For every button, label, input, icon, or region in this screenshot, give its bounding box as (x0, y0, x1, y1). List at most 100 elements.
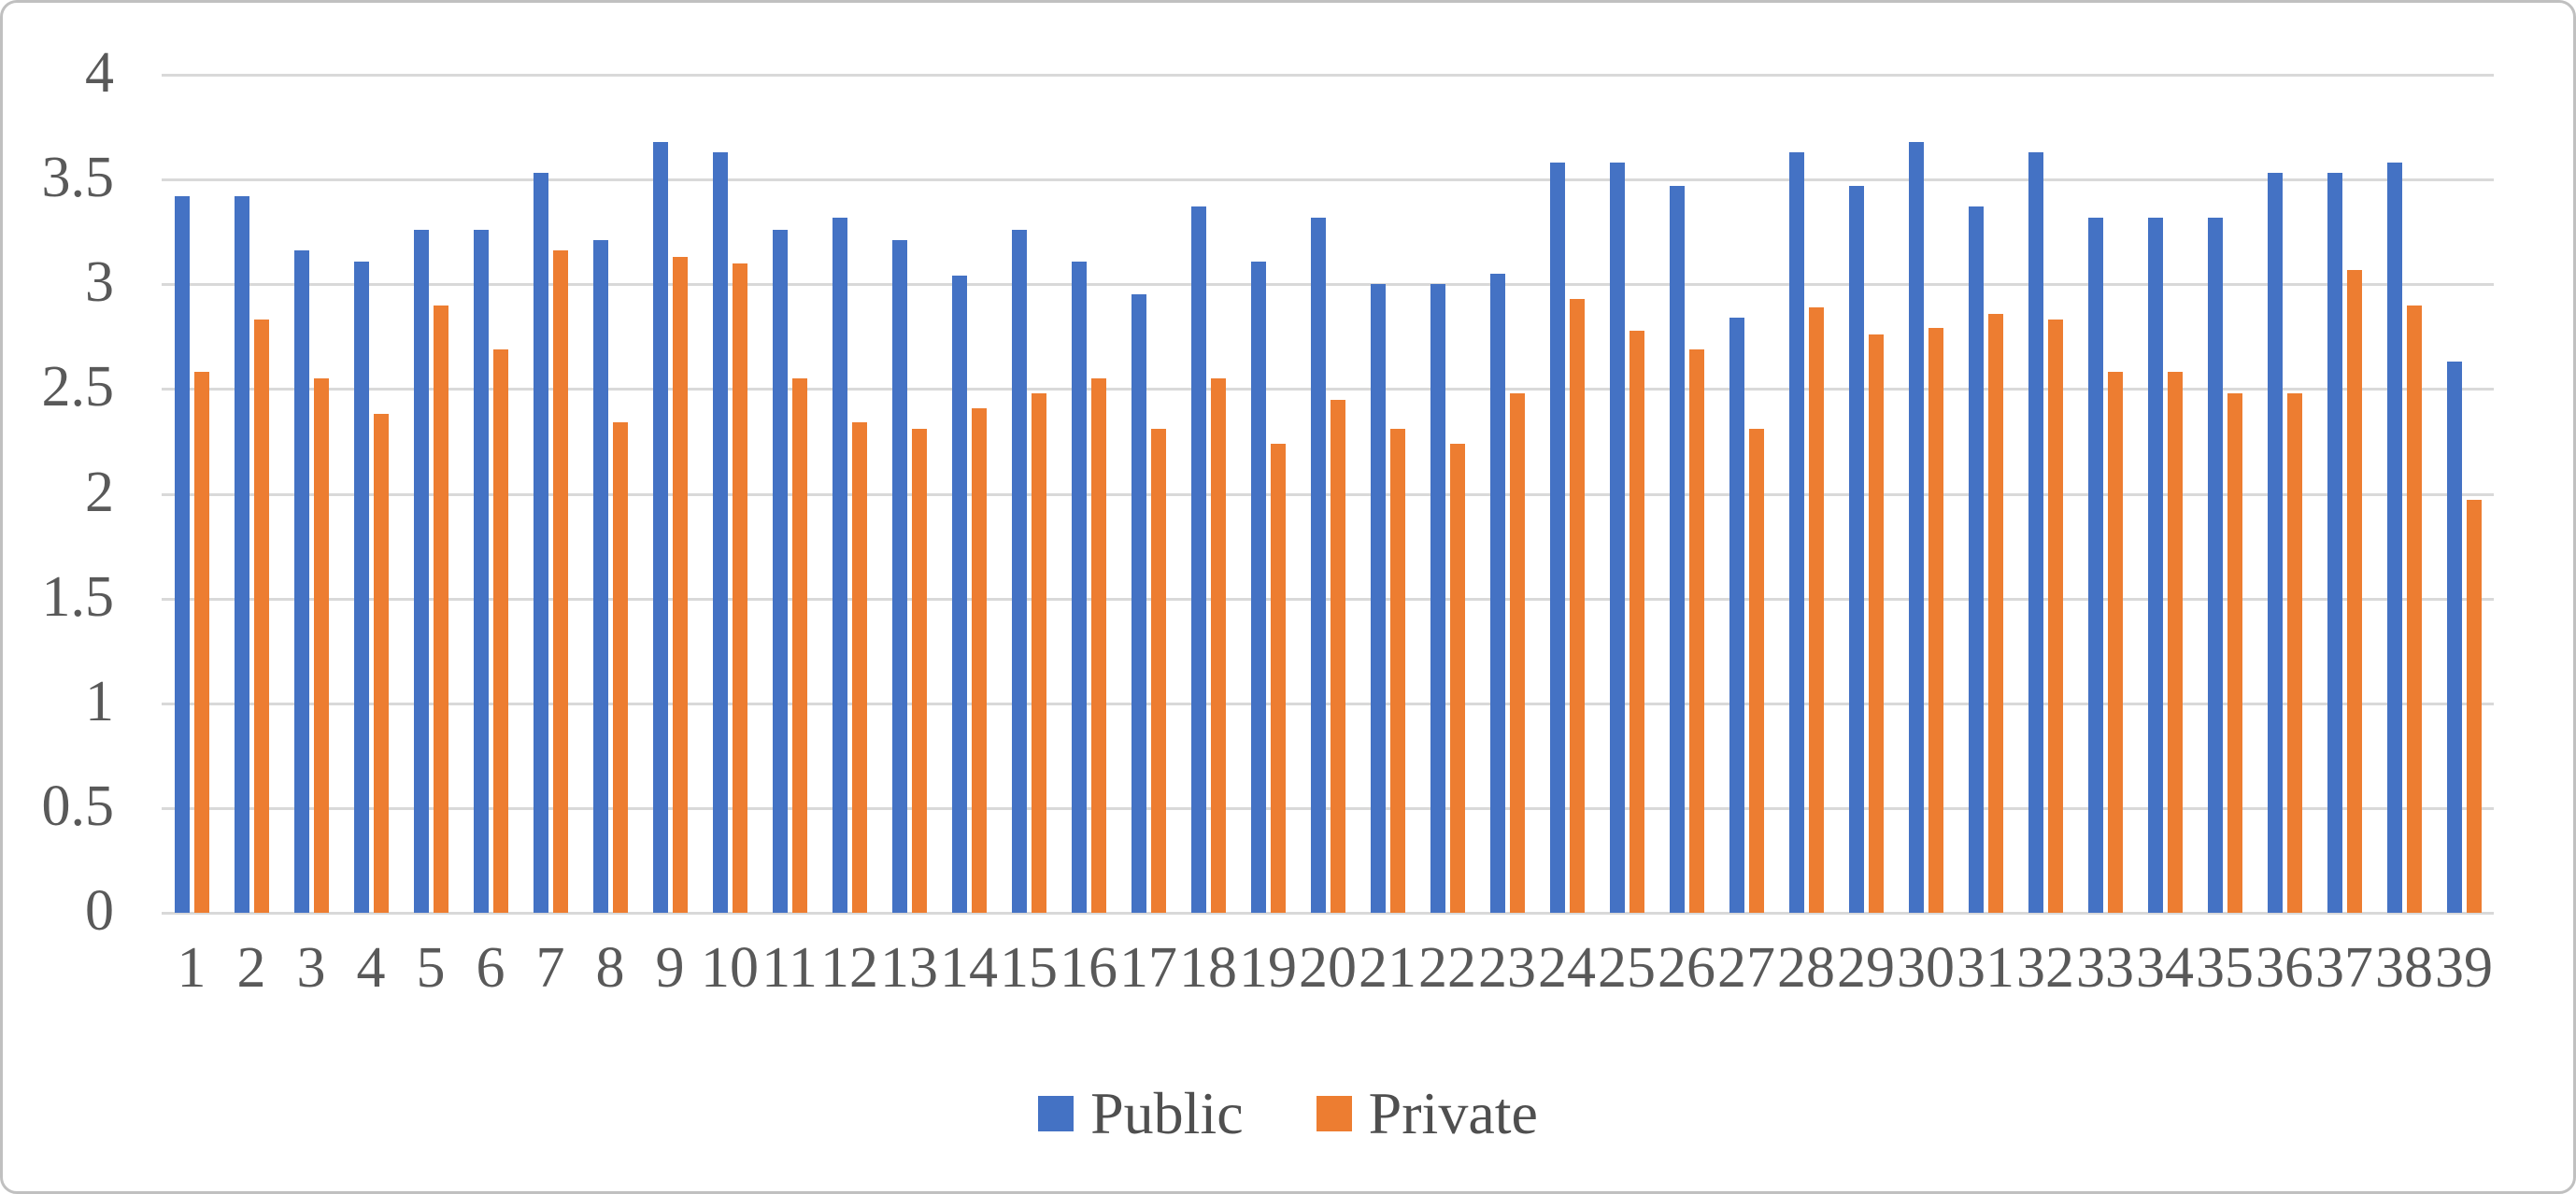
legend-swatch-private (1316, 1096, 1352, 1131)
bar-group-8 (580, 75, 640, 913)
x-tick-label: 29 (1837, 936, 1895, 1000)
bar-group-18 (1178, 75, 1238, 913)
gridline (162, 74, 2494, 77)
x-tick-label: 28 (1777, 936, 1835, 1000)
bar-private-12 (851, 422, 867, 913)
plot-area (162, 74, 2494, 915)
bar-private-26 (1688, 348, 1704, 913)
y-tick-label: 3 (85, 250, 114, 315)
bar-group-25 (1597, 75, 1657, 913)
gridline (162, 492, 2494, 496)
x-tick-label: 26 (1658, 936, 1715, 1000)
bar-group-23 (1477, 75, 1537, 913)
bar-public-1 (174, 196, 190, 913)
x-tick-label: 18 (1179, 936, 1237, 1000)
bar-public-29 (1848, 185, 1864, 913)
bar-public-8 (592, 240, 608, 913)
y-tick-label: 2 (85, 460, 114, 524)
bar-private-3 (313, 378, 329, 913)
bar-group-26 (1657, 75, 1716, 913)
x-tick-label: 25 (1598, 936, 1656, 1000)
bar-private-1 (193, 372, 209, 913)
bar-public-10 (712, 151, 728, 913)
bar-public-14 (951, 276, 967, 913)
bar-public-39 (2446, 362, 2462, 913)
bar-group-5 (401, 75, 461, 913)
bar-private-38 (2406, 305, 2422, 913)
bar-public-5 (413, 229, 429, 913)
bar-group-36 (2255, 75, 2314, 913)
x-tick-label: 7 (535, 936, 565, 1000)
y-tick-label: 4 (85, 41, 114, 106)
bar-group-33 (2075, 75, 2135, 913)
bar-private-23 (1509, 392, 1525, 913)
bar-group-10 (700, 75, 760, 913)
x-tick-label: 19 (1239, 936, 1297, 1000)
bar-public-12 (832, 217, 847, 913)
x-tick-label: 9 (655, 936, 685, 1000)
bar-public-30 (1908, 141, 1924, 913)
bar-public-38 (2386, 163, 2402, 913)
x-tick-label: 4 (356, 936, 386, 1000)
bar-public-32 (2028, 151, 2043, 913)
bar-group-1 (162, 75, 221, 913)
bar-private-29 (1868, 334, 1884, 913)
bar-group-30 (1896, 75, 1956, 913)
bar-group-11 (760, 75, 819, 913)
x-tick-label: 2 (236, 936, 266, 1000)
bar-group-2 (221, 75, 281, 913)
bar-group-24 (1537, 75, 1597, 913)
bar-public-33 (2087, 217, 2103, 913)
bar-group-21 (1358, 75, 1417, 913)
gridline (162, 806, 2494, 810)
bar-private-7 (552, 250, 568, 913)
bar-public-36 (2267, 173, 2283, 913)
bar-private-17 (1150, 428, 1166, 913)
bar-public-6 (473, 229, 489, 913)
bar-private-27 (1748, 428, 1764, 913)
bar-group-14 (939, 75, 999, 913)
x-tick-label: 10 (701, 936, 759, 1000)
bar-private-36 (2286, 392, 2302, 913)
bar-group-7 (520, 75, 580, 913)
bar-private-6 (492, 348, 508, 913)
bar-group-31 (1956, 75, 2015, 913)
bar-public-3 (293, 250, 309, 913)
bar-public-18 (1190, 206, 1206, 913)
y-tick-label: 0.5 (41, 774, 115, 838)
y-tick-label: 0 (85, 879, 114, 944)
x-tick-label: 37 (2315, 936, 2373, 1000)
bar-group-35 (2195, 75, 2255, 913)
gridline (162, 597, 2494, 601)
bar-private-8 (612, 422, 628, 913)
bar-public-13 (891, 240, 907, 913)
x-tick-label: 30 (1897, 936, 1955, 1000)
x-tick-label: 14 (940, 936, 998, 1000)
bar-private-16 (1090, 378, 1106, 913)
x-tick-label: 16 (1060, 936, 1117, 1000)
bar-public-23 (1489, 274, 1505, 913)
bar-public-16 (1071, 261, 1087, 913)
bar-public-37 (2327, 173, 2342, 913)
bar-private-14 (971, 407, 987, 913)
x-tick-label: 22 (1418, 936, 1476, 1000)
bar-private-33 (2107, 372, 2123, 913)
gridline (162, 702, 2494, 705)
bar-private-35 (2227, 392, 2242, 913)
bar-public-28 (1788, 151, 1804, 913)
legend-label: Private (1368, 1080, 1538, 1146)
bar-group-17 (1118, 75, 1178, 913)
bar-private-19 (1270, 443, 1286, 913)
bar-private-24 (1569, 298, 1585, 913)
x-tick-label: 20 (1299, 936, 1357, 1000)
y-tick-label: 1 (85, 669, 114, 733)
x-tick-label: 12 (820, 936, 878, 1000)
x-tick-label: 5 (416, 936, 446, 1000)
x-tick-label: 24 (1538, 936, 1596, 1000)
legend-item-private: Private (1316, 1079, 1538, 1148)
x-tick-label: 11 (761, 936, 818, 1000)
gridline (162, 178, 2494, 182)
bar-public-24 (1549, 163, 1565, 913)
x-tick-label: 27 (1717, 936, 1775, 1000)
bar-group-12 (819, 75, 879, 913)
